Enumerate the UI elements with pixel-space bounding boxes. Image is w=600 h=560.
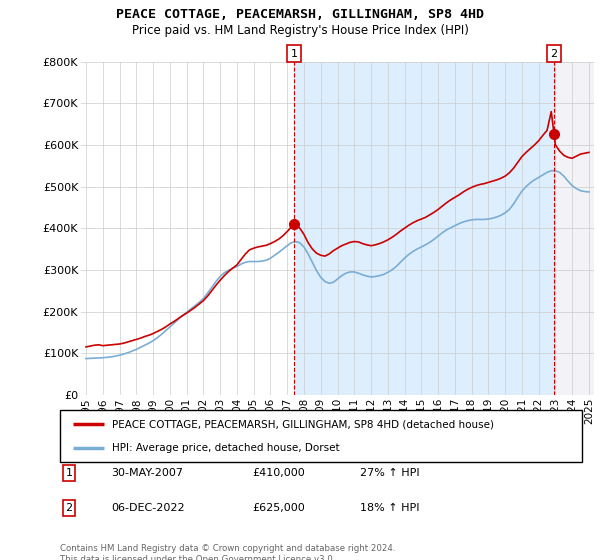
Text: 1: 1 — [65, 468, 73, 478]
Text: Contains HM Land Registry data © Crown copyright and database right 2024.
This d: Contains HM Land Registry data © Crown c… — [60, 544, 395, 560]
Text: 2: 2 — [551, 49, 557, 59]
Bar — [554, 62, 600, 395]
Text: 30-MAY-2007: 30-MAY-2007 — [111, 468, 183, 478]
Text: PEACE COTTAGE, PEACEMARSH, GILLINGHAM, SP8 4HD (detached house): PEACE COTTAGE, PEACEMARSH, GILLINGHAM, S… — [112, 419, 494, 430]
Text: 18% ↑ HPI: 18% ↑ HPI — [360, 503, 419, 513]
Text: Price paid vs. HM Land Registry's House Price Index (HPI): Price paid vs. HM Land Registry's House … — [131, 24, 469, 36]
Text: PEACE COTTAGE, PEACEMARSH, GILLINGHAM, SP8 4HD: PEACE COTTAGE, PEACEMARSH, GILLINGHAM, S… — [116, 8, 484, 21]
Text: HPI: Average price, detached house, Dorset: HPI: Average price, detached house, Dors… — [112, 443, 340, 453]
Text: 1: 1 — [291, 49, 298, 59]
Text: 06-DEC-2022: 06-DEC-2022 — [111, 503, 185, 513]
Text: 27% ↑ HPI: 27% ↑ HPI — [360, 468, 419, 478]
Text: £625,000: £625,000 — [252, 503, 305, 513]
Text: £410,000: £410,000 — [252, 468, 305, 478]
Text: 2: 2 — [65, 503, 73, 513]
Bar — [294, 62, 554, 395]
